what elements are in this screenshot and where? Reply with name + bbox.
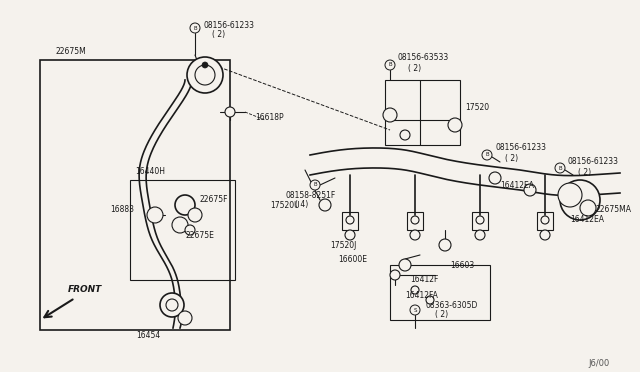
Circle shape xyxy=(195,65,215,85)
Circle shape xyxy=(345,230,355,240)
Text: B: B xyxy=(485,153,489,157)
Circle shape xyxy=(475,230,485,240)
Text: 16412FA: 16412FA xyxy=(405,291,438,299)
Circle shape xyxy=(319,199,331,211)
Text: 08363-6305D: 08363-6305D xyxy=(425,301,477,310)
Text: ( 2): ( 2) xyxy=(408,64,421,73)
Text: 22675M: 22675M xyxy=(55,48,86,57)
Circle shape xyxy=(166,299,178,311)
Circle shape xyxy=(383,108,397,122)
Text: 08156-61233: 08156-61233 xyxy=(203,20,254,29)
Text: FRONT: FRONT xyxy=(68,285,102,295)
Text: 22675E: 22675E xyxy=(185,231,214,240)
Circle shape xyxy=(489,172,501,184)
Text: 22675F: 22675F xyxy=(200,196,228,205)
Circle shape xyxy=(448,118,462,132)
Circle shape xyxy=(185,225,195,235)
Circle shape xyxy=(560,180,600,220)
Circle shape xyxy=(410,305,420,315)
Text: 16618P: 16618P xyxy=(255,113,284,122)
Bar xyxy=(537,212,553,230)
Circle shape xyxy=(385,60,395,70)
Circle shape xyxy=(399,259,411,271)
Circle shape xyxy=(524,184,536,196)
Circle shape xyxy=(411,286,419,294)
Circle shape xyxy=(202,62,208,68)
Circle shape xyxy=(178,311,192,325)
Circle shape xyxy=(426,296,434,304)
Text: 08156-61233: 08156-61233 xyxy=(568,157,619,167)
Bar xyxy=(130,180,235,280)
Text: 16412EA: 16412EA xyxy=(570,215,604,224)
Bar xyxy=(390,265,490,320)
Circle shape xyxy=(580,200,596,216)
Text: B: B xyxy=(313,183,317,187)
Text: B: B xyxy=(558,166,562,170)
Text: 08158-8251F: 08158-8251F xyxy=(285,190,335,199)
Circle shape xyxy=(541,216,549,224)
Text: ( 2): ( 2) xyxy=(578,167,591,176)
Circle shape xyxy=(346,216,354,224)
Circle shape xyxy=(410,230,420,240)
Text: S: S xyxy=(413,308,417,312)
Bar xyxy=(342,212,358,230)
Bar xyxy=(385,80,460,145)
Circle shape xyxy=(555,163,565,173)
Circle shape xyxy=(310,180,320,190)
Text: 16603: 16603 xyxy=(450,260,474,269)
Circle shape xyxy=(187,57,223,93)
Text: 16412EA: 16412EA xyxy=(500,180,534,189)
Circle shape xyxy=(476,216,484,224)
Text: 17520J: 17520J xyxy=(330,241,356,250)
Circle shape xyxy=(558,183,582,207)
Circle shape xyxy=(411,216,419,224)
Text: ( 2): ( 2) xyxy=(435,311,448,320)
Circle shape xyxy=(175,195,195,215)
Text: 16883: 16883 xyxy=(110,205,134,215)
Circle shape xyxy=(390,270,400,280)
Circle shape xyxy=(540,230,550,240)
Text: 08156-63533: 08156-63533 xyxy=(398,54,449,62)
Text: 17520: 17520 xyxy=(465,103,489,112)
Circle shape xyxy=(188,208,202,222)
Circle shape xyxy=(190,23,200,33)
Text: B: B xyxy=(193,26,197,31)
Text: 16440H: 16440H xyxy=(135,167,165,176)
Circle shape xyxy=(172,217,188,233)
Text: ( 2): ( 2) xyxy=(505,154,518,163)
Bar xyxy=(407,212,423,230)
Circle shape xyxy=(225,107,235,117)
Circle shape xyxy=(160,293,184,317)
Text: ( 2): ( 2) xyxy=(212,31,225,39)
Bar xyxy=(472,212,488,230)
Text: 08156-61233: 08156-61233 xyxy=(495,144,546,153)
Text: 17520U: 17520U xyxy=(270,201,300,209)
Text: B: B xyxy=(388,62,392,67)
Circle shape xyxy=(482,150,492,160)
Circle shape xyxy=(400,130,410,140)
Text: 16454: 16454 xyxy=(136,330,160,340)
Circle shape xyxy=(439,239,451,251)
Circle shape xyxy=(147,207,163,223)
Text: ( 4): ( 4) xyxy=(295,201,308,209)
Text: 16600E: 16600E xyxy=(338,256,367,264)
Text: J6/00: J6/00 xyxy=(589,359,610,369)
Text: 22675MA: 22675MA xyxy=(595,205,631,215)
Bar xyxy=(40,60,230,330)
Text: 16412F: 16412F xyxy=(410,276,438,285)
